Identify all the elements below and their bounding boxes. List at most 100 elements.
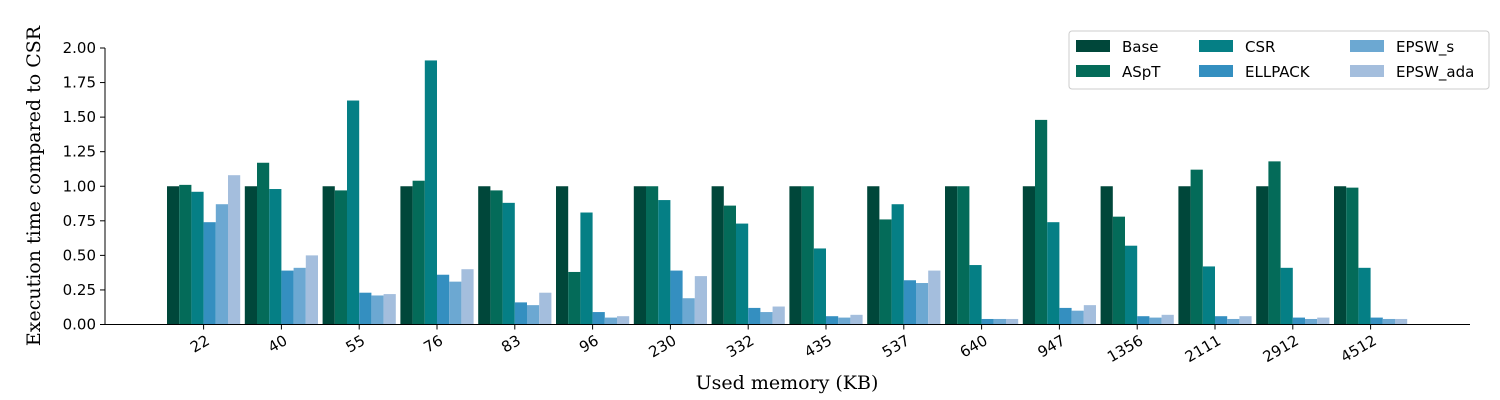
y-axis-ticks: 0.00 0.25 0.50 0.75 1.00 1.25 1.50 1.75 2.00 [63,39,105,334]
legend-label-base: Base [1122,38,1159,56]
bar-ellpack-96 [592,312,605,325]
x-tick-label: 4512 [1338,331,1380,366]
y-tick-label: 0.00 [63,316,96,334]
bar-ellpack-55 [359,292,372,325]
legend-swatch-ellpack [1199,65,1233,77]
bar-csr-83 [502,202,515,325]
bar-base-230 [633,186,646,325]
x-axis-title: Used memory (KB) [696,372,879,394]
bar-epsw_ada-1356 [1161,314,1174,325]
bar-epsw_s-4512 [1382,318,1395,325]
legend: Base ASpT CSR ELLPACK EPSW_s EPSW_ada [1068,30,1490,90]
x-tick-label: 2912 [1260,331,1302,366]
legend-label-aspt: ASpT [1122,63,1161,81]
bar-epsw_s-230 [682,298,695,325]
bar-csr-22 [191,191,204,325]
bar-csr-947 [1047,222,1060,325]
bar-epsw_s-537 [916,283,929,325]
y-tick-label: 1.75 [63,74,96,92]
y-tick-label: 0.50 [63,246,96,264]
bar-base-96 [556,186,569,325]
bar-base-332 [711,186,724,325]
x-tick-label: 40 [265,331,291,356]
bar-aspt-55 [334,190,347,325]
bar-base-1356 [1100,186,1113,325]
y-axis-title: Execution time compared to CSR [23,25,45,346]
bar-ellpack-40 [281,270,294,325]
bar-epsw_ada-4512 [1395,318,1408,325]
y-tick-label: 1.00 [63,177,96,195]
x-axis-ticks: 22 40 55 76 83 96 230 332 435 537 640 947 1356 2111 29… [187,324,1380,366]
bar-aspt-537 [879,219,892,325]
bar-epsw_ada-83 [539,292,552,325]
x-tick-label: 640 [957,331,991,361]
bars-layer [167,60,1408,325]
bar-ellpack-4512 [1370,317,1383,325]
bar-epsw_s-55 [371,295,384,325]
bar-aspt-435 [801,186,814,325]
bar-ellpack-2111 [1215,316,1228,325]
y-tick-label: 0.25 [63,281,96,299]
x-tick-label: 22 [187,331,213,356]
bar-aspt-4512 [1346,187,1359,325]
bar-aspt-2111 [1190,169,1203,325]
bar-base-76 [400,186,413,325]
bar-ellpack-230 [670,270,683,325]
bar-aspt-83 [490,190,503,325]
bar-epsw_ada-96 [617,316,630,325]
bar-ellpack-76 [437,274,450,325]
bar-aspt-96 [568,271,581,325]
bar-ellpack-83 [514,302,527,325]
bar-base-537 [867,186,880,325]
legend-swatch-csr [1199,40,1233,52]
bar-epsw_s-435 [838,317,851,325]
x-tick-label: 230 [646,331,680,361]
bar-epsw_ada-640 [1006,318,1019,325]
bar-ellpack-2912 [1292,317,1305,325]
x-tick-label: 83 [498,331,524,356]
x-tick-label: 55 [343,331,369,356]
bar-base-22 [167,186,180,325]
y-tick-label: 1.50 [63,108,96,126]
bar-csr-1356 [1125,245,1138,325]
legend-label-ellpack: ELLPACK [1245,63,1311,81]
bar-csr-332 [736,223,749,325]
bar-base-947 [1022,186,1035,325]
bar-epsw_ada-40 [305,255,318,325]
bar-aspt-76 [412,180,425,325]
bar-base-83 [478,186,491,325]
bar-epsw_s-332 [760,312,773,325]
bar-ellpack-22 [203,222,216,325]
legend-label-epsw_ada: EPSW_ada [1396,63,1474,82]
bar-ellpack-1356 [1137,316,1150,325]
x-tick-label: 537 [879,331,913,361]
bar-csr-640 [969,265,982,325]
bar-base-4512 [1334,186,1347,325]
legend-swatch-epsw_s [1350,40,1384,52]
bar-epsw_ada-435 [850,314,863,325]
bar-epsw_ada-537 [928,270,941,325]
bar-epsw_ada-2912 [1317,317,1330,325]
x-tick-label: 2111 [1182,331,1224,366]
y-tick-label: 1.25 [63,143,96,161]
legend-swatch-epsw_ada [1350,65,1384,77]
bar-ellpack-332 [748,307,761,325]
y-tick-label: 2.00 [63,39,96,57]
bar-epsw_s-83 [527,305,540,325]
x-tick-label: 1356 [1104,331,1146,366]
bar-epsw_s-1356 [1149,317,1162,325]
x-tick-label: 96 [576,331,602,356]
bar-csr-4512 [1358,267,1371,325]
bar-csr-76 [424,60,437,325]
legend-label-csr: CSR [1245,38,1275,56]
bar-aspt-230 [646,186,659,325]
bar-base-640 [945,186,958,325]
bar-csr-537 [891,204,904,325]
bar-aspt-22 [179,184,192,325]
bar-epsw_s-947 [1071,310,1084,325]
bar-base-40 [244,186,257,325]
bar-ellpack-537 [903,280,916,325]
bar-base-2912 [1256,186,1269,325]
x-tick-label: 76 [420,331,446,356]
bar-csr-2912 [1280,267,1293,325]
